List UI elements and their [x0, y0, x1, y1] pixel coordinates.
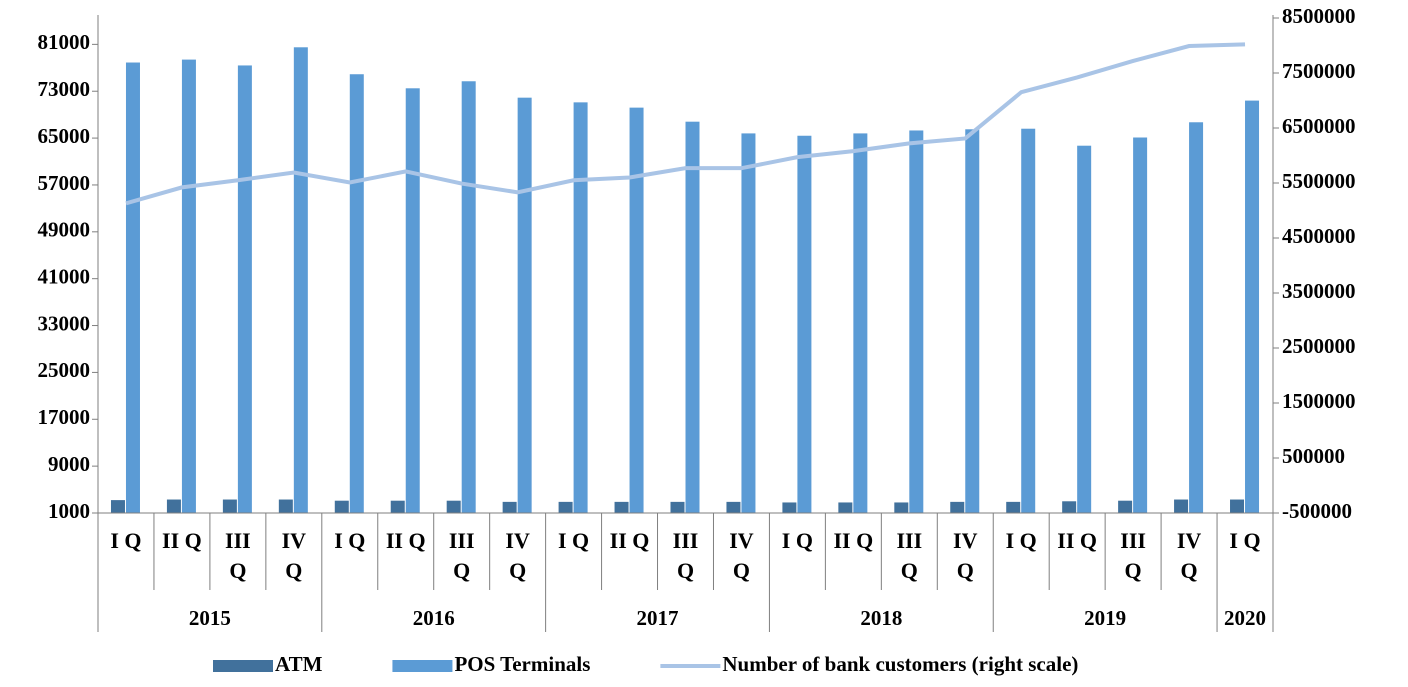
- x-tick-label: I Q: [558, 528, 590, 553]
- x-tick-label: II Q: [609, 528, 650, 553]
- y-tick-label: 49000: [38, 218, 91, 242]
- y-tick-label: 81000: [38, 30, 91, 54]
- x-tick-label: II Q: [385, 528, 426, 553]
- bar: [1077, 145, 1092, 513]
- line: [125, 42, 1246, 206]
- bar: [334, 500, 349, 513]
- group-label: 2020: [1224, 606, 1266, 630]
- bar: [390, 500, 405, 513]
- bar: [950, 501, 965, 513]
- bar: [782, 502, 797, 513]
- bar: [446, 500, 461, 513]
- x-tick-label: IV Q: [1176, 528, 1202, 583]
- x-tick-label: III Q: [448, 528, 475, 583]
- bar: [797, 135, 812, 514]
- y-tick-label: 57000: [38, 171, 91, 195]
- y2-tick-label: 4500000: [1282, 224, 1356, 248]
- group-label: 2017: [637, 606, 679, 630]
- legend-label: POS Terminals: [454, 652, 590, 676]
- bar: [349, 74, 364, 513]
- bar: [166, 499, 181, 513]
- y2-tick-label: 7500000: [1282, 59, 1356, 83]
- bar: [558, 501, 573, 513]
- legend-label: Number of bank customers (right scale): [722, 652, 1078, 676]
- x-tick-label: III Q: [896, 528, 923, 583]
- y2-tick-label: -500000: [1282, 499, 1352, 523]
- bar: [741, 133, 756, 513]
- bar: [517, 97, 532, 513]
- bar: [1133, 137, 1148, 513]
- bar: [853, 133, 868, 513]
- x-tick-label: III Q: [225, 528, 251, 583]
- bar: [573, 102, 588, 513]
- bar: [726, 501, 741, 513]
- x-tick-label: I Q: [781, 528, 813, 553]
- x-tick-label: II Q: [833, 528, 874, 553]
- bar: [1021, 128, 1036, 513]
- bar: [502, 501, 517, 513]
- y2-tick-label: 5500000: [1282, 169, 1356, 193]
- y2-tick-label: 6500000: [1282, 114, 1356, 138]
- x-tick-label: IV Q: [729, 528, 754, 583]
- bar: [1189, 122, 1204, 513]
- y2-tick-label: 3500000: [1282, 279, 1356, 303]
- bar: [181, 59, 196, 514]
- group-label: 2015: [189, 606, 231, 630]
- x-tick-label: III Q: [672, 528, 699, 583]
- bar: [222, 499, 237, 513]
- bar: [1174, 499, 1189, 513]
- bar: [894, 502, 909, 513]
- x-tick-label: III Q: [1120, 528, 1146, 583]
- y-tick-label: 41000: [38, 264, 91, 288]
- bar: [125, 62, 140, 513]
- x-tick-label: I Q: [110, 528, 142, 553]
- bar: [629, 107, 644, 513]
- y-tick-label: 25000: [38, 358, 91, 382]
- bar: [237, 65, 252, 513]
- legend-swatch: [213, 660, 273, 672]
- y2-tick-label: 2500000: [1282, 334, 1356, 358]
- legend-swatch: [392, 660, 453, 672]
- bar: [278, 499, 293, 513]
- y-tick-label: 1000: [48, 499, 90, 523]
- group-label: 2019: [1084, 606, 1126, 630]
- bar: [405, 88, 420, 513]
- y-tick-label: 9000: [48, 452, 90, 476]
- bar: [1245, 100, 1260, 514]
- y-tick-label: 33000: [38, 311, 91, 335]
- bar: [685, 121, 700, 513]
- legend-label: ATM: [275, 652, 323, 676]
- y2-tick-label: 500000: [1282, 444, 1345, 468]
- bar: [1230, 499, 1245, 513]
- bar: [1118, 500, 1133, 513]
- x-tick-label: II Q: [162, 528, 202, 553]
- group-label: 2018: [860, 606, 902, 630]
- bar: [909, 130, 924, 513]
- bar: [1006, 501, 1021, 513]
- group-label: 2016: [413, 606, 455, 630]
- bar: [293, 47, 308, 513]
- bar: [1062, 501, 1077, 513]
- x-tick-label: II Q: [1057, 528, 1098, 553]
- y2-tick-label: 1500000: [1282, 389, 1356, 413]
- y2-tick-label: 8500000: [1282, 4, 1356, 28]
- y-tick-label: 17000: [38, 405, 91, 429]
- bar: [614, 501, 629, 513]
- bar: [461, 81, 476, 514]
- y-tick-label: 65000: [38, 124, 91, 148]
- x-tick-label: IV Q: [281, 528, 307, 583]
- bar: [670, 501, 685, 513]
- y-tick-label: 73000: [38, 77, 91, 101]
- bar: [838, 502, 853, 513]
- x-tick-label: IV Q: [953, 528, 978, 583]
- x-tick-label: IV Q: [505, 528, 530, 583]
- x-tick-label: I Q: [1229, 528, 1261, 553]
- x-tick-label: I Q: [1005, 528, 1037, 553]
- x-tick-label: I Q: [334, 528, 366, 553]
- bar: [110, 500, 125, 513]
- bar: [965, 129, 980, 514]
